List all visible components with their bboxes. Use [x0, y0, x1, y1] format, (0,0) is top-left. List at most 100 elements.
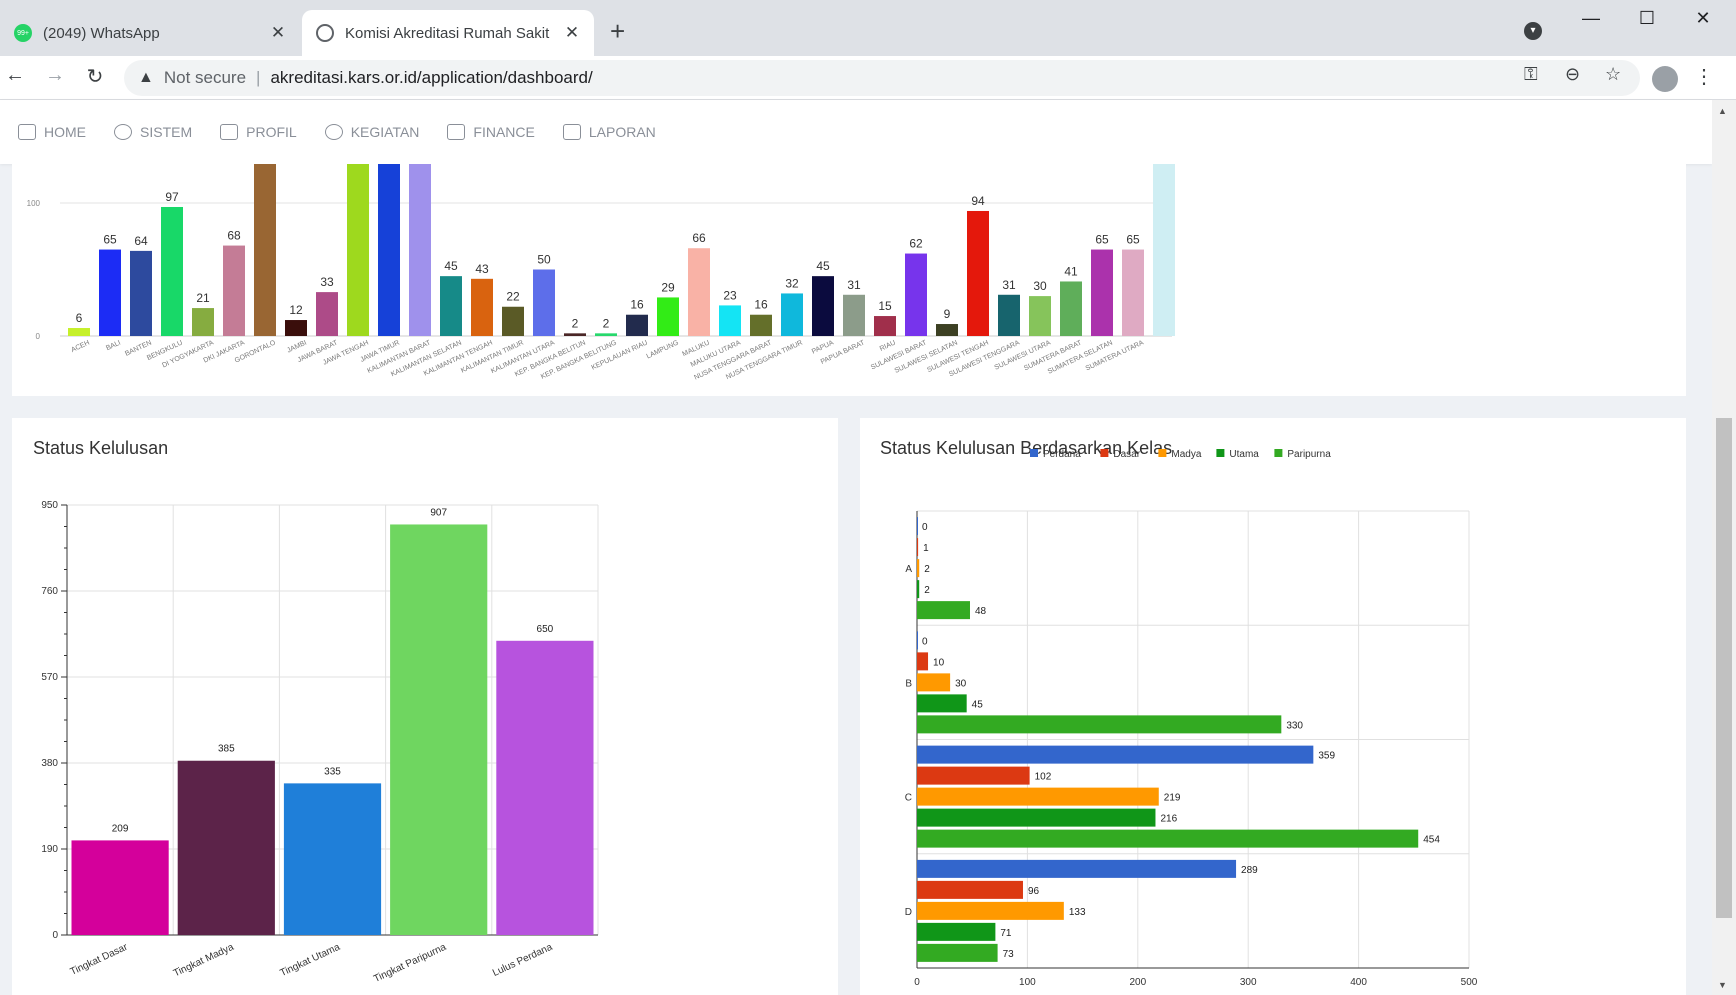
- maximize-icon[interactable]: ☐: [1638, 8, 1656, 28]
- bar: [71, 840, 169, 935]
- back-icon[interactable]: ←: [5, 64, 25, 86]
- bar: [917, 694, 967, 713]
- bar: [750, 314, 772, 336]
- nav-profil[interactable]: PROFIL: [220, 124, 297, 140]
- nav-laporan[interactable]: LAPORAN: [562, 124, 656, 140]
- window-close-icon[interactable]: ✕: [1695, 8, 1711, 28]
- y-tick-label: 380: [41, 758, 58, 769]
- omnibox[interactable]: ▲ Not secure | akreditasi.kars.or.id/app…: [124, 60, 1640, 96]
- bar: [1091, 249, 1113, 336]
- data-label: 216: [1160, 814, 1177, 825]
- x-tick-label: 200: [1129, 977, 1146, 988]
- data-label: 97: [165, 190, 179, 204]
- data-label: 41: [1064, 264, 1078, 278]
- bar: [874, 316, 896, 336]
- data-label: 30: [955, 678, 967, 689]
- tab-title: Komisi Akreditasi Rumah Sakit: [345, 24, 550, 42]
- data-label: 6: [76, 311, 83, 325]
- y-tick-label: 570: [41, 672, 58, 683]
- bar: [177, 760, 275, 935]
- data-label: 10: [933, 657, 945, 668]
- nav-finance[interactable]: FINANCE: [447, 124, 535, 140]
- data-label: 50: [537, 253, 551, 267]
- data-label: 65: [103, 233, 117, 247]
- data-label: 219: [1164, 793, 1181, 804]
- data-label: 289: [1241, 865, 1258, 876]
- x-tick-label: RIAU: [879, 339, 897, 352]
- status-kelas-chart: 0 100 200 300 400 500 A 0 1 2 2 48 B 0 10 30 45 330 C 359 10…: [905, 449, 1478, 988]
- scroll-thumb[interactable]: [1716, 418, 1732, 918]
- nav-label: PROFIL: [246, 124, 297, 140]
- bar: [917, 601, 970, 620]
- bar: [719, 305, 741, 336]
- page-scrollbar[interactable]: ▲ ▼: [1712, 100, 1736, 995]
- bar: [1029, 296, 1051, 336]
- data-label: 71: [1000, 928, 1012, 939]
- bar: [917, 715, 1282, 734]
- key-icon[interactable]: ⚿: [1524, 64, 1538, 84]
- bar: [390, 524, 488, 935]
- data-label: 65: [1126, 233, 1140, 247]
- bar: [917, 859, 1237, 878]
- data-label: 96: [1028, 886, 1040, 897]
- bookmark-star-icon[interactable]: ☆: [1605, 64, 1622, 84]
- bar: [917, 766, 1030, 785]
- nav-home[interactable]: HOME: [18, 124, 86, 140]
- x-tick-label: 500: [1461, 977, 1478, 988]
- data-label: 45: [972, 699, 984, 710]
- data-label: 31: [847, 278, 861, 292]
- scroll-up-icon[interactable]: ▲: [1718, 106, 1727, 116]
- x-tick-label: SUMATERA UTARA: [1085, 339, 1145, 372]
- bar: [917, 808, 1156, 827]
- y-tick-label: D: [905, 907, 912, 918]
- tab-whatsapp[interactable]: 99+ (2049) WhatsApp ✕: [0, 10, 300, 56]
- data-label: 22: [506, 290, 520, 304]
- nav-sistem[interactable]: SISTEM: [114, 124, 192, 140]
- data-label: 16: [754, 298, 768, 312]
- bar: [502, 306, 524, 336]
- zoom-icon[interactable]: ⊖: [1565, 64, 1581, 84]
- report-icon: [562, 124, 581, 140]
- reload-icon[interactable]: ↻: [86, 66, 104, 88]
- minimize-icon[interactable]: —: [1582, 8, 1600, 28]
- nav-kegiatan[interactable]: KEGIATAN: [324, 124, 419, 140]
- bar: [409, 154, 431, 336]
- data-label: 16: [630, 298, 644, 312]
- bar: [564, 333, 586, 336]
- bar: [917, 745, 1314, 764]
- bar: [917, 922, 996, 941]
- data-label: 43: [475, 262, 489, 276]
- bar: [254, 154, 276, 336]
- bar: [917, 580, 920, 599]
- profile-avatar[interactable]: [1652, 66, 1678, 92]
- new-tab-button[interactable]: +: [610, 16, 626, 46]
- province-chart-card: 100 0 6 65 64 97 21 68 12 33 45 43 22 50 2 2 16 29 66 23 16 3…: [12, 154, 1686, 396]
- close-icon[interactable]: ✕: [270, 23, 286, 42]
- bar: [130, 250, 152, 336]
- nav-label: HOME: [44, 124, 86, 140]
- bar: [917, 652, 929, 671]
- legend-swatch: [1100, 449, 1109, 457]
- url-text[interactable]: akreditasi.kars.or.id/application/dashbo…: [270, 68, 593, 87]
- bar: [378, 154, 400, 336]
- kebab-menu-icon[interactable]: ⋮: [1694, 66, 1714, 88]
- box-icon: [447, 124, 466, 140]
- whatsapp-icon: 99+: [14, 24, 32, 42]
- data-label: 907: [430, 507, 447, 518]
- bar: [161, 206, 183, 336]
- security-status[interactable]: Not secure: [163, 68, 247, 87]
- bar: [316, 292, 338, 336]
- legend-swatch: [1158, 449, 1167, 457]
- bar: [657, 297, 679, 336]
- bar: [68, 328, 90, 336]
- close-icon[interactable]: ✕: [564, 23, 580, 42]
- scroll-down-icon[interactable]: ▼: [1718, 980, 1727, 990]
- tab-kars[interactable]: Komisi Akreditasi Rumah Sakit ✕: [302, 10, 594, 56]
- data-label: 133: [1069, 907, 1086, 918]
- forward-icon[interactable]: →: [45, 64, 65, 86]
- tab-search-icon[interactable]: ▾: [1524, 22, 1542, 40]
- data-label: 94: [971, 194, 985, 208]
- bar: [192, 308, 214, 336]
- legend-label: Madya: [1171, 449, 1201, 460]
- warning-icon[interactable]: ▲: [138, 69, 154, 86]
